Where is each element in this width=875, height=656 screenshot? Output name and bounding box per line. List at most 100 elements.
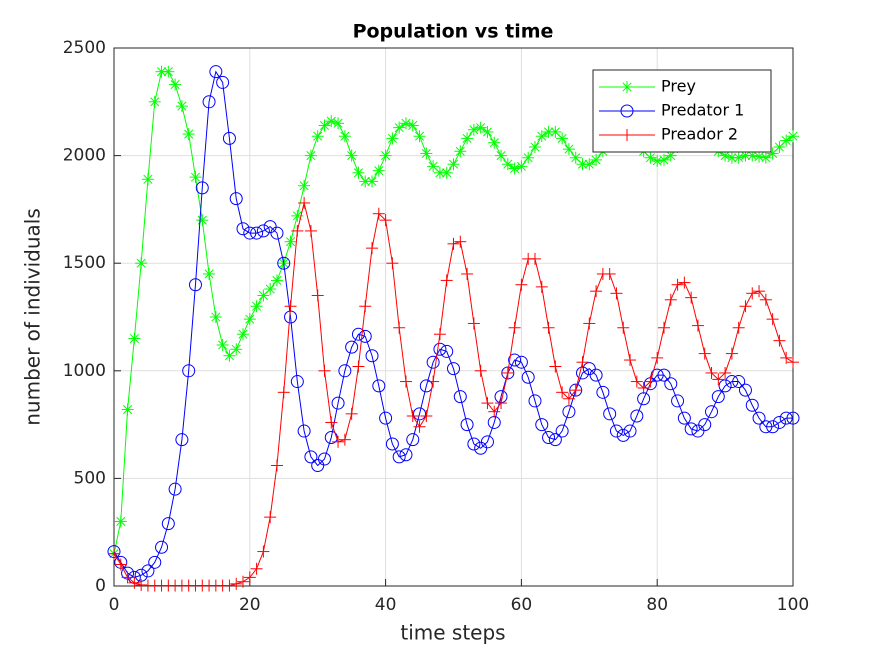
marker bbox=[780, 351, 793, 364]
marker bbox=[311, 458, 325, 472]
marker bbox=[317, 452, 331, 466]
marker bbox=[209, 65, 223, 79]
marker bbox=[488, 405, 501, 418]
marker bbox=[528, 394, 542, 408]
marker bbox=[298, 179, 311, 192]
marker bbox=[141, 173, 154, 186]
marker bbox=[148, 95, 161, 108]
legend: Prey Predator 1 Preador 2 bbox=[592, 69, 772, 153]
marker bbox=[114, 515, 127, 528]
marker bbox=[501, 366, 514, 379]
marker bbox=[745, 398, 759, 412]
marker bbox=[311, 289, 324, 302]
marker bbox=[590, 285, 603, 298]
marker bbox=[250, 562, 263, 575]
marker bbox=[562, 405, 576, 419]
marker bbox=[141, 564, 155, 578]
marker bbox=[705, 366, 718, 379]
marker bbox=[148, 555, 162, 569]
marker bbox=[657, 368, 671, 382]
marker bbox=[447, 362, 460, 376]
marker bbox=[399, 375, 412, 388]
marker bbox=[542, 125, 555, 138]
marker bbox=[739, 300, 752, 313]
marker bbox=[413, 407, 427, 421]
marker bbox=[549, 125, 562, 138]
marker bbox=[379, 411, 393, 425]
x-tick-label: 80 bbox=[646, 595, 668, 615]
marker bbox=[379, 149, 392, 162]
marker bbox=[481, 397, 494, 410]
marker bbox=[318, 364, 331, 377]
marker bbox=[528, 140, 541, 153]
marker bbox=[630, 375, 643, 388]
marker bbox=[406, 409, 419, 422]
marker bbox=[352, 166, 365, 179]
marker bbox=[426, 355, 440, 369]
marker bbox=[128, 576, 141, 589]
marker bbox=[501, 158, 514, 171]
marker bbox=[270, 274, 283, 287]
y-axis-label: number of individuals bbox=[21, 208, 45, 426]
marker bbox=[522, 151, 535, 164]
marker bbox=[535, 130, 548, 143]
marker bbox=[188, 278, 202, 292]
marker bbox=[345, 407, 358, 420]
marker bbox=[216, 75, 230, 89]
marker bbox=[325, 416, 338, 429]
x-tick-label: 100 bbox=[777, 595, 809, 615]
marker bbox=[787, 130, 799, 143]
legend-label: Preador 2 bbox=[661, 125, 738, 144]
marker bbox=[440, 166, 453, 179]
marker bbox=[698, 418, 712, 432]
x-tick-label: 20 bbox=[239, 595, 261, 615]
y-tick-label: 1000 bbox=[63, 361, 106, 381]
marker bbox=[243, 571, 256, 584]
marker bbox=[556, 132, 569, 145]
marker bbox=[264, 283, 277, 296]
marker bbox=[684, 422, 698, 436]
marker bbox=[508, 353, 522, 367]
marker bbox=[481, 125, 494, 138]
marker bbox=[620, 104, 634, 118]
marker bbox=[738, 383, 752, 397]
marker bbox=[461, 267, 474, 280]
marker bbox=[332, 117, 345, 130]
marker bbox=[515, 278, 528, 291]
marker bbox=[759, 293, 772, 306]
marker bbox=[637, 382, 650, 395]
marker bbox=[712, 373, 725, 386]
y-tick-label: 0 bbox=[95, 576, 106, 596]
marker bbox=[351, 327, 365, 341]
marker bbox=[270, 226, 284, 240]
marker bbox=[705, 405, 719, 419]
marker bbox=[589, 368, 603, 382]
marker bbox=[108, 547, 120, 560]
marker bbox=[209, 311, 222, 323]
marker bbox=[644, 375, 657, 388]
marker bbox=[773, 140, 786, 153]
marker bbox=[621, 81, 633, 93]
marker bbox=[304, 224, 317, 237]
marker bbox=[385, 437, 399, 451]
marker bbox=[556, 386, 569, 399]
marker bbox=[168, 482, 182, 496]
marker bbox=[753, 285, 766, 298]
marker bbox=[678, 276, 691, 289]
marker bbox=[651, 154, 664, 167]
marker bbox=[718, 379, 732, 393]
marker bbox=[495, 149, 508, 162]
marker bbox=[420, 409, 433, 422]
marker bbox=[250, 300, 263, 313]
marker bbox=[772, 415, 786, 429]
marker bbox=[474, 364, 487, 377]
marker bbox=[535, 280, 548, 293]
marker bbox=[671, 394, 685, 408]
marker bbox=[311, 130, 324, 143]
marker bbox=[175, 433, 189, 447]
marker bbox=[474, 121, 487, 134]
marker bbox=[304, 450, 318, 464]
marker bbox=[779, 411, 793, 425]
marker bbox=[759, 420, 773, 434]
